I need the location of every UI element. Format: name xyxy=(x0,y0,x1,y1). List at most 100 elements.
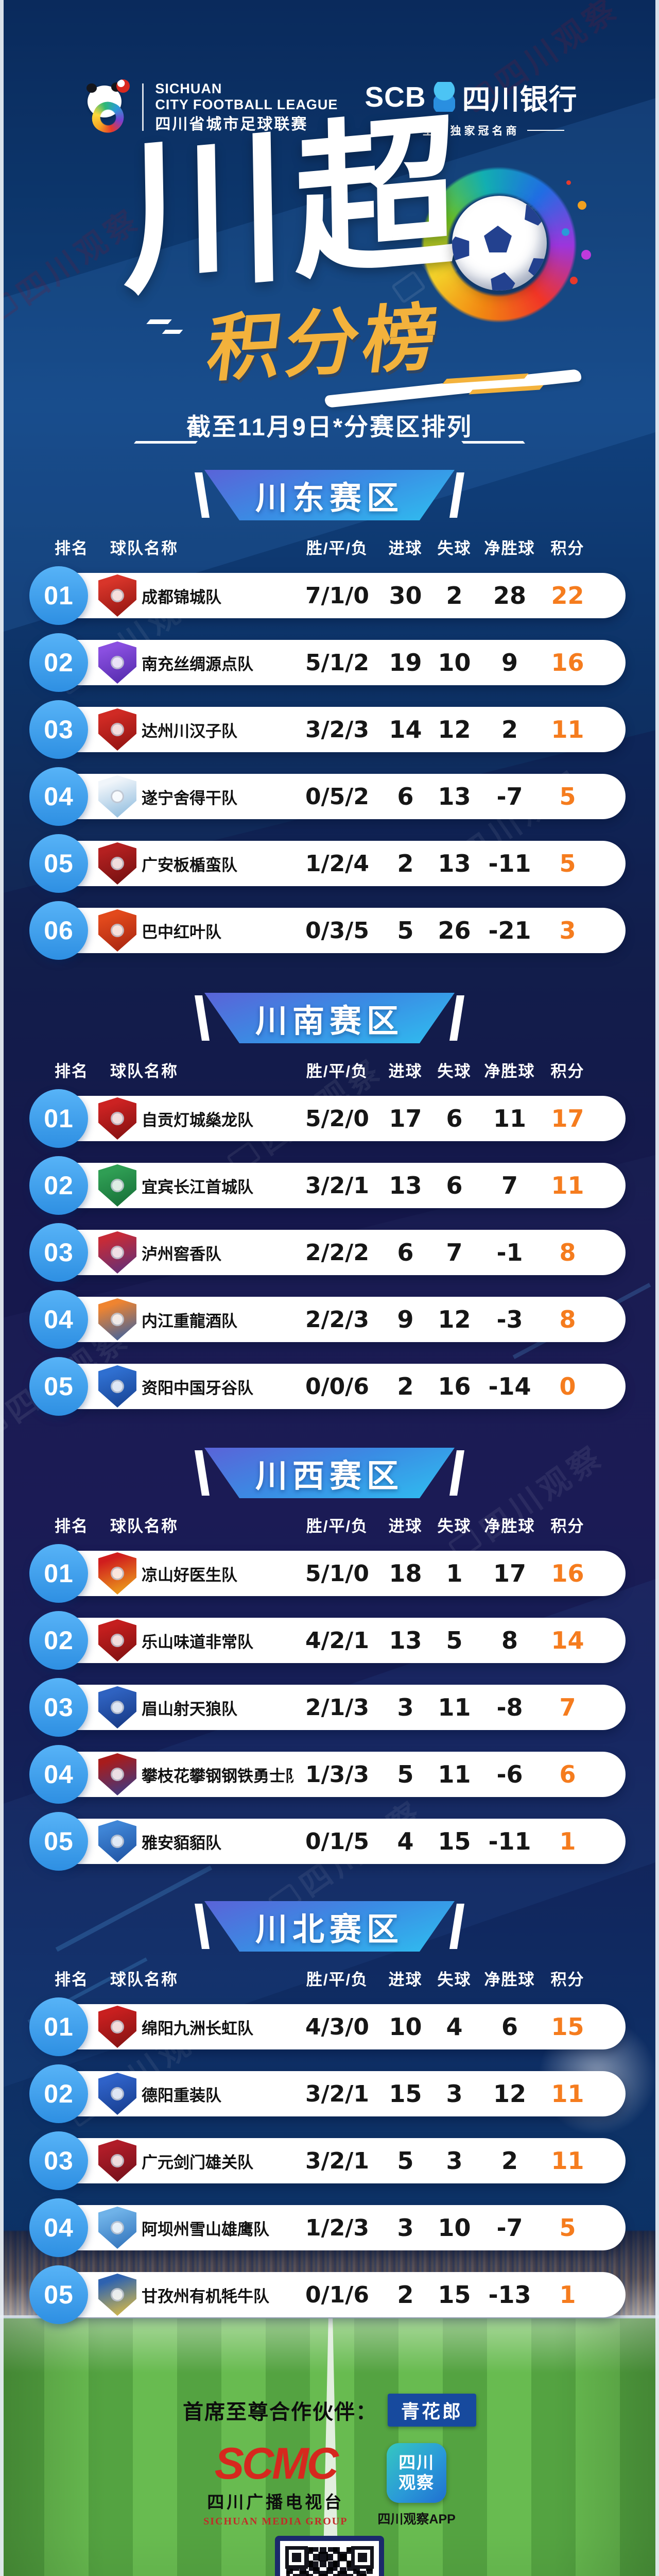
goal-diff-value: -6 xyxy=(496,1760,523,1788)
points-value: 14 xyxy=(551,1626,584,1654)
team-crest-icon xyxy=(98,1686,136,1728)
col-rank: 排名 xyxy=(55,1062,89,1080)
table-row: 03 泸州窖香队 2/2/2 6 7 -1 8 xyxy=(29,1223,626,1282)
section-banner: 川西赛区 xyxy=(183,1448,476,1498)
partner-row: 首席至尊合作伙伴： 青花郎 xyxy=(0,2394,659,2427)
goal-diff-value: 6 xyxy=(501,2013,518,2041)
team-crest-icon xyxy=(98,1552,136,1595)
rank-badge: 02 xyxy=(29,2064,88,2123)
goals-against-value: 7 xyxy=(446,1239,463,1266)
col-team: 球队名称 xyxy=(110,1062,178,1080)
col-team: 球队名称 xyxy=(110,1970,178,1989)
points-value: 11 xyxy=(551,716,584,743)
goals-for-value: 2 xyxy=(397,1372,414,1400)
team-name: 资阳中国牙谷队 xyxy=(142,1379,253,1397)
goals-against-value: 12 xyxy=(438,1306,471,1333)
app-tile-icon: 四川 观察 xyxy=(387,2443,447,2503)
section-banner: 川北赛区 xyxy=(183,1901,476,1952)
team-name: 广元剑门雄关队 xyxy=(142,2153,253,2172)
goals-for-value: 18 xyxy=(389,1560,422,1587)
points-value: 1 xyxy=(559,2281,576,2309)
team-name: 广安板楯蛮队 xyxy=(142,856,237,874)
team-crest-icon xyxy=(98,574,136,617)
rank-badge: 05 xyxy=(29,834,88,893)
goals-for-value: 3 xyxy=(397,2214,414,2242)
team-name: 攀枝花攀钢钢铁勇士队 xyxy=(142,1767,293,1785)
bank-mark-icon xyxy=(433,82,455,112)
goals-against-value: 2 xyxy=(446,582,463,609)
team-name: 雅安貊貊队 xyxy=(142,1834,221,1852)
col-points: 积分 xyxy=(550,539,585,557)
goals-against-value: 11 xyxy=(438,1693,471,1721)
team-name: 德阳重装队 xyxy=(142,2086,221,2105)
scmg-wordmark: SCMC xyxy=(214,2439,339,2488)
col-goal-diff: 净胜球 xyxy=(484,1970,535,1989)
team-crest-icon xyxy=(98,708,136,751)
wdl-value: 1/3/3 xyxy=(305,1761,369,1788)
white-tick xyxy=(146,319,172,324)
team-name: 绵阳九洲长虹队 xyxy=(142,2019,253,2038)
rank-badge: 03 xyxy=(29,1678,88,1737)
partner-label: 首席至尊合作伙伴： xyxy=(183,2401,377,2424)
points-value: 7 xyxy=(559,1693,576,1721)
rows: 01 自贡灯城燊龙队 5/2/0 17 6 11 17 02 宜宾长江首城队 3… xyxy=(26,1089,633,1416)
goals-for-value: 5 xyxy=(397,917,414,944)
team-crest-icon xyxy=(98,2207,136,2249)
goal-diff-value: 9 xyxy=(501,649,518,676)
goals-for-value: 15 xyxy=(389,2080,422,2108)
points-value: 6 xyxy=(559,1760,576,1788)
goals-for-value: 17 xyxy=(389,1105,422,1132)
col-rank: 排名 xyxy=(55,1970,89,1989)
col-rank: 排名 xyxy=(55,1517,89,1535)
goal-diff-value: -11 xyxy=(488,1827,531,1855)
cutoff-note: 截至11月9日*分赛区排列 xyxy=(186,413,473,440)
goals-against-value: 6 xyxy=(446,1172,463,1199)
table-header: 排名 球队名称 胜/平/负 进球 失球 净胜球 积分 xyxy=(26,537,633,557)
goals-for-value: 5 xyxy=(397,1760,414,1788)
section-banner: 川东赛区 xyxy=(183,470,476,520)
rank-badge: 06 xyxy=(29,901,88,960)
col-goal-diff: 净胜球 xyxy=(484,1062,535,1080)
scmg-logo: SCMC 四川广播电视台 SICHUAN MEDIA GROUP xyxy=(203,2439,348,2528)
team-crest-icon xyxy=(98,1231,136,1274)
bank-short: SCB xyxy=(365,81,426,113)
team-name: 成都锦城队 xyxy=(142,588,221,606)
section: 川西赛区 排名 球队名称 胜/平/负 进球 失球 净胜球 积分 01 凉山好医生… xyxy=(26,1448,633,1886)
goals-for-value: 3 xyxy=(397,1693,414,1721)
goals-for-value: 2 xyxy=(397,850,414,877)
bank-name: 四川银行 xyxy=(462,83,578,115)
table-row: 05 广安板楯蛮队 1/2/4 2 13 -11 5 xyxy=(29,834,626,893)
rank-badge: 01 xyxy=(29,566,88,625)
bank-logo: SCB 四川银行 全球独家冠名商 xyxy=(365,76,577,138)
wdl-value: 0/3/5 xyxy=(305,917,369,944)
goals-for-value: 6 xyxy=(397,783,414,810)
col-goals-for: 进球 xyxy=(388,1517,423,1535)
points-value: 3 xyxy=(559,917,576,944)
points-value: 5 xyxy=(559,850,576,877)
col-team: 球队名称 xyxy=(110,1517,178,1535)
wdl-value: 2/2/3 xyxy=(305,1306,369,1333)
goal-diff-value: -14 xyxy=(488,1372,531,1400)
app-caption: 四川观察APP xyxy=(377,2512,456,2527)
team-name: 达州川汉子队 xyxy=(142,722,237,740)
rank-badge: 03 xyxy=(29,1223,88,1282)
goals-against-value: 15 xyxy=(438,1827,471,1855)
goal-diff-value: 17 xyxy=(493,1560,526,1587)
goal-diff-value: -11 xyxy=(488,850,531,877)
col-goals-against: 失球 xyxy=(437,1970,472,1989)
table-row: 01 绵阳九洲长虹队 4/3/0 10 4 6 15 xyxy=(29,1997,626,2056)
goal-diff-value: -8 xyxy=(496,1693,523,1721)
goals-against-value: 13 xyxy=(438,850,471,877)
team-name: 内江重龍酒队 xyxy=(142,1312,237,1330)
col-wdl: 胜/平/负 xyxy=(306,1517,369,1535)
col-goals-against: 失球 xyxy=(437,539,472,557)
goals-against-value: 16 xyxy=(438,1372,471,1400)
goals-against-value: 13 xyxy=(438,783,471,810)
col-goals-against: 失球 xyxy=(437,1062,472,1080)
col-wdl: 胜/平/负 xyxy=(306,539,369,557)
col-wdl: 胜/平/负 xyxy=(306,1970,369,1989)
team-name: 自贡灯城燊龙队 xyxy=(142,1111,253,1129)
section-banner-label: 川南赛区 xyxy=(255,1004,404,1039)
banner-bracket-left xyxy=(195,1904,210,1949)
rank-badge: 02 xyxy=(29,1611,88,1670)
